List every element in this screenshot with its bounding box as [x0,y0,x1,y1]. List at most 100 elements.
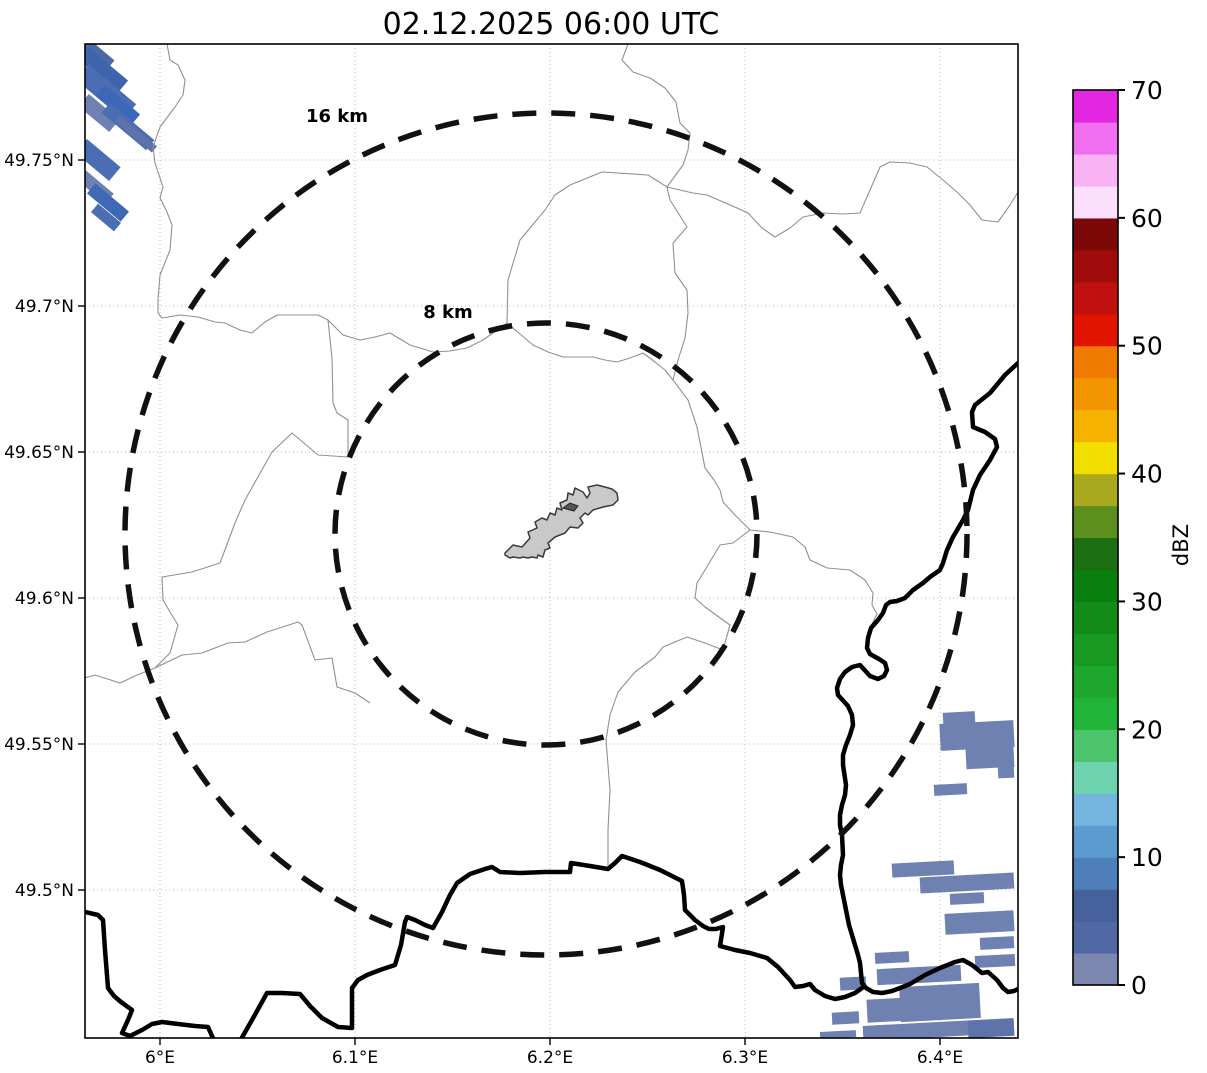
country-border-layer [85,360,1018,1038]
colorbar-tick-label: 70 [1131,76,1163,105]
admin-boundary-layer [85,44,1018,868]
colorbar-tick-label: 20 [1131,715,1163,744]
colorbar-segment [1073,217,1118,251]
colorbar-tick-label: 0 [1131,971,1147,1000]
colorbar-tick-label: 30 [1131,587,1163,616]
country-border-line [85,853,865,1038]
country-border-line [834,360,1018,996]
colorbar-segment [1073,377,1118,411]
lat-tick-label: 49.5°N [15,881,74,901]
admin-boundary-line [506,194,556,324]
colorbar-segment [1073,473,1118,507]
radar-echo-pixel [933,783,968,796]
colorbar-segment [1073,761,1118,794]
plot-title: 02.12.2025 06:00 UTC [383,7,720,42]
lat-tick-label: 49.75°N [4,151,74,171]
radar-echo-pixel [974,953,1016,969]
colorbar-segment [1073,729,1118,762]
radar-echo-layer [85,44,1016,1038]
colorbar-segment [1073,793,1118,826]
colorbar-segment [1073,90,1118,123]
colorbar: 0 10 20 30 40 50 60 70 [1073,76,1163,1000]
radar-echo-pixel [85,138,121,182]
range-ring-8km [332,320,760,748]
radar-echo-pixel [944,910,1015,935]
lon-tick-label: 6.2°E [527,1048,573,1068]
colorbar-frame [1072,89,1119,986]
colorbar-tick-label: 40 [1131,460,1163,489]
admin-boundary-line [605,529,751,868]
lon-tick-label: 6°E [145,1048,175,1068]
colorbar-segment [1073,633,1118,666]
lat-tick-label: 49.65°N [4,443,74,463]
radar-echo-pixel [965,746,1015,770]
radar-echo-pixel [899,982,981,1023]
admin-boundary-line [85,432,349,684]
radar-echo-pixel [95,84,141,126]
colorbar-segment [1073,921,1118,954]
radar-echo-pixel [874,951,910,964]
radar-echo-pixel [85,47,129,93]
lat-tick-label: 49.6°N [15,589,74,609]
radar-echo-pixel [819,1030,857,1038]
colorbar-segment [1073,569,1118,603]
city-area-mark [561,502,579,512]
colorbar-segment [1073,153,1118,187]
colorbar-segment [1073,409,1118,443]
lon-tick-label: 6.1°E [332,1048,378,1068]
admin-boundary-line [554,161,1018,238]
colorbar-segment [1073,857,1118,890]
colorbar-segment [1073,601,1118,634]
radar-echo-pixel [997,765,1015,779]
colorbar-segment [1073,121,1118,155]
lon-tick-label: 6.3°E [722,1048,768,1068]
colorbar-segment [1073,697,1118,730]
colorbar-unit-label: dBZ [1169,524,1193,566]
radar-echo-pixel [90,203,122,232]
colorbar-tick-label: 50 [1131,332,1163,361]
range-ring-label-16km: 16 km [306,106,368,127]
colorbar-tick-label: 60 [1131,204,1163,233]
colorbar-segment [1073,665,1118,698]
colorbar-segment [1073,345,1118,379]
radar-echo-pixel [85,94,120,132]
colorbar-segment [1073,505,1118,539]
axis-ticks: 6°E 6.1°E 6.2°E 6.3°E 6.4°E 49.75°N 49.7°N 49.6… [4,151,963,1068]
map-plot-frame [84,43,1019,1039]
radar-echo-pixel [942,711,976,725]
colorbar-segment [1073,281,1118,315]
admin-boundary-line [157,300,674,381]
colorbar-segment [1073,825,1118,858]
city-area-layer [504,484,619,559]
colorbar-segment [1073,441,1118,475]
city-area-polygon [504,484,619,559]
radar-echo-pixel [919,872,1015,894]
radar-echo-pixel [831,1011,860,1025]
colorbar-segment [1073,313,1118,347]
radar-echo-pixel [979,936,1015,950]
lat-tick-label: 49.55°N [4,735,74,755]
admin-boundary-line [154,621,371,704]
grid-lines [85,44,1018,1038]
colorbar-segment [1073,953,1118,986]
admin-boundary-line [621,44,751,531]
radar-echo-pixel [967,1018,1015,1038]
admin-boundary-line [749,529,878,629]
range-ring-16km [122,110,970,958]
radar-echo-pixel [949,892,985,905]
lon-tick-label: 6.4°E [917,1048,963,1068]
admin-boundary-line [327,319,349,457]
colorbar-tick-label: 10 [1131,843,1163,872]
radar-echo-pixel [891,860,955,878]
radar-echo-pixel [939,720,1015,751]
colorbar-segment [1073,889,1118,922]
radar-echo-pixel [115,115,157,153]
radar-echo-pixel [86,183,130,222]
colorbar-segment [1073,537,1118,571]
colorbar-segment [1073,249,1118,283]
admin-boundary-line [152,44,186,301]
radar-echo-pixel [876,964,962,986]
range-ring-label-8km: 8 km [423,302,473,323]
